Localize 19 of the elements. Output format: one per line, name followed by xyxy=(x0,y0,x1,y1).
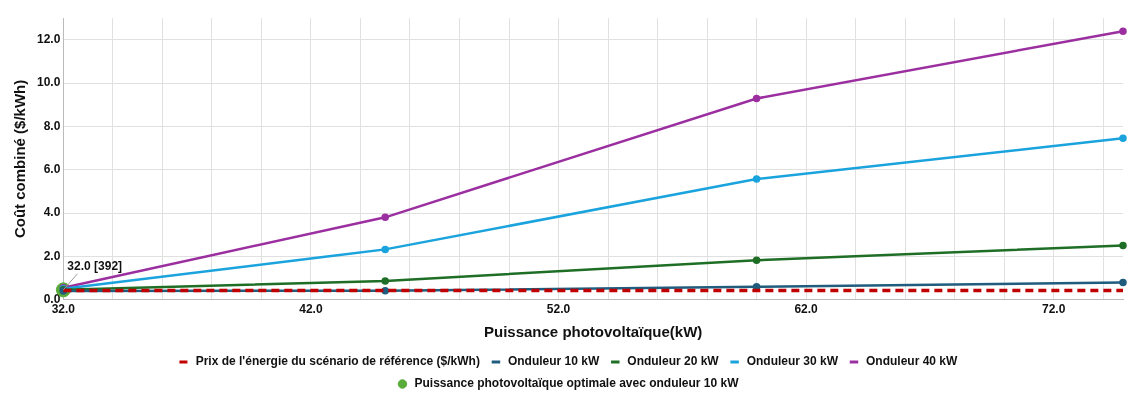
x-tick-label: 42.0 xyxy=(299,302,323,317)
x-tick-label: 52.0 xyxy=(546,302,571,317)
legend-label: Prix de l'énergie du scénario de référence ($/kWh) xyxy=(195,354,480,369)
y-tick-label: 6.0 xyxy=(43,162,61,177)
legend-label: Puissance photovoltaïque optimale avec onduleur 10 kW xyxy=(414,376,740,391)
y-tick-label: 8.0 xyxy=(43,118,61,133)
x-axis-title: Puissance photovoltaïque(kW) xyxy=(484,323,703,341)
legend-label: Onduleur 30 kW xyxy=(746,354,839,369)
y-tick-label: 12.0 xyxy=(37,32,61,47)
legend-label: Onduleur 40 kW xyxy=(865,354,959,369)
legend-label: Onduleur 20 kW xyxy=(627,354,720,369)
x-tick-label: 62.0 xyxy=(794,302,819,317)
y-tick-label: 10.0 xyxy=(37,75,61,90)
x-tick-label: 72.0 xyxy=(1042,302,1066,317)
y-tick-label: 4.0 xyxy=(43,205,61,220)
y-tick-label: 2.0 xyxy=(43,248,61,263)
legend-label: Onduleur 10 kW xyxy=(507,354,600,369)
annotation: 32.0 [392] xyxy=(67,259,123,274)
y-axis-title: Coût combiné ($/kWh) xyxy=(11,79,29,239)
